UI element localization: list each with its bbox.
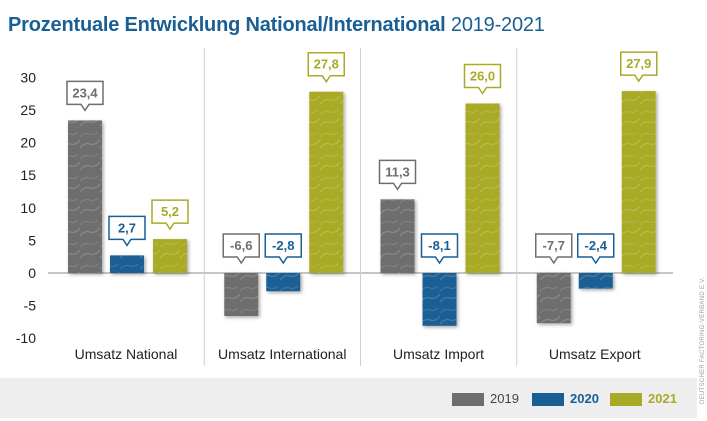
callout-box — [222, 233, 260, 265]
credit-text: DEUTSCHER FACTORING-VERBAND E.V. — [700, 277, 706, 404]
bar-texture — [153, 239, 187, 273]
bar-chart: -10 -5 0 5 10 15 20 25 30 23,4 2,7 5,2 Umsatz Nation… — [16, 48, 673, 366]
category-label: Umsatz Export — [549, 346, 641, 362]
data-label: -8,1 — [428, 238, 450, 253]
y-tick-label: -10 — [16, 330, 36, 346]
legend-label-2020: 2020 — [570, 391, 599, 406]
chart-title-main: Prozentuale Entwicklung National/Interna… — [8, 14, 446, 36]
bar-texture — [422, 273, 457, 326]
data-label: -7,7 — [543, 238, 565, 253]
category-label: Umsatz National — [75, 346, 178, 362]
legend: 2019 2020 2021 — [0, 378, 697, 418]
value-callout: -2,8 — [264, 233, 302, 265]
y-tick-label: 15 — [20, 167, 36, 183]
callout-box — [307, 51, 345, 84]
callout-box — [378, 159, 417, 191]
bar-texture — [380, 199, 415, 273]
data-label: -2,4 — [585, 238, 608, 253]
data-label: 5,2 — [161, 204, 179, 219]
y-tick-label: 10 — [20, 200, 36, 216]
y-tick-label: 5 — [28, 232, 36, 248]
bar-texture — [68, 120, 102, 273]
data-label: 27,8 — [314, 57, 339, 72]
bar-texture — [621, 91, 656, 273]
legend-swatch-2019 — [452, 392, 484, 406]
chart-title: Prozentuale Entwicklung National/Interna… — [8, 14, 545, 37]
value-callout: 27,8 — [307, 51, 345, 84]
data-label: 2,7 — [118, 220, 136, 235]
legend-item-2019: 2019 — [452, 392, 519, 406]
y-tick-label: -5 — [24, 298, 37, 314]
callout-box — [264, 233, 302, 265]
callout-box — [577, 233, 615, 265]
legend-label-2021: 2021 — [648, 391, 677, 406]
callout-box — [463, 63, 502, 95]
data-label: 26,0 — [470, 68, 495, 83]
value-callout: -8,1 — [420, 233, 459, 265]
bar-texture — [578, 273, 613, 289]
value-callout: 11,3 — [378, 159, 417, 191]
bar-texture — [309, 91, 344, 273]
data-label: 11,3 — [385, 164, 410, 179]
value-callout: 27,9 — [620, 51, 658, 83]
value-callout: -7,7 — [535, 233, 573, 265]
bar-texture — [266, 273, 301, 292]
y-tick-label: 25 — [20, 102, 36, 118]
bar-texture — [536, 273, 571, 324]
legend-label-2019: 2019 — [490, 391, 519, 406]
bar-texture — [465, 103, 500, 273]
value-callout: 2,7 — [108, 215, 146, 247]
callout-box — [66, 80, 104, 112]
value-callout: 5,2 — [151, 199, 189, 231]
callout-box — [151, 199, 189, 231]
legend-item-2020: 2020 — [532, 392, 599, 406]
value-callout: 26,0 — [463, 63, 502, 95]
data-label: -2,8 — [272, 238, 294, 253]
y-tick-label: 20 — [20, 135, 36, 151]
category-label: Umsatz Import — [393, 346, 484, 362]
y-tick-label: 30 — [20, 69, 36, 85]
bar-texture — [110, 255, 144, 273]
callout-box — [108, 215, 146, 247]
callout-box — [420, 233, 459, 265]
value-callout: -6,6 — [222, 233, 260, 265]
value-callout: 23,4 — [66, 80, 104, 112]
bar-texture — [224, 273, 259, 317]
data-label: 27,9 — [626, 56, 651, 71]
y-tick-label: 0 — [28, 265, 36, 281]
legend-swatch-2021 — [610, 392, 642, 406]
data-label: 23,4 — [72, 85, 98, 100]
legend-item-2021: 2021 — [610, 392, 677, 406]
value-callout: -2,4 — [577, 233, 615, 265]
callout-box — [535, 233, 573, 265]
data-label: -6,6 — [230, 238, 252, 253]
callout-box — [620, 51, 658, 83]
legend-swatch-2020 — [532, 392, 564, 406]
chart-title-years: 2019-2021 — [450, 14, 545, 36]
category-label: Umsatz International — [218, 346, 346, 362]
